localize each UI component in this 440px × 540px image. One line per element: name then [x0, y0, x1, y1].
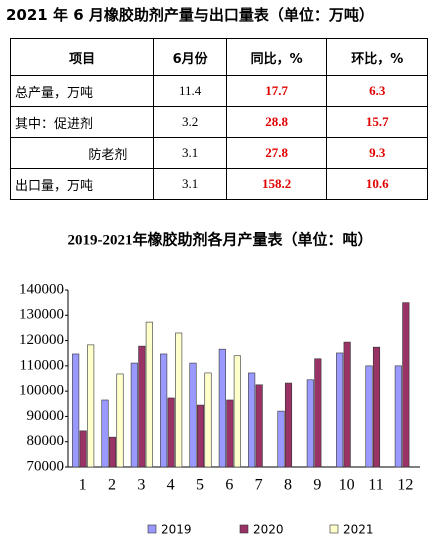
x-tick-label: 3 [137, 477, 145, 494]
bar [306, 379, 314, 468]
chart-title: 2019-2021年橡胶助剂各月产量表（单位：吨） [68, 230, 373, 248]
x-tick-label: 10 [339, 477, 355, 494]
legend-label: 2019 [161, 523, 192, 537]
bar [101, 399, 109, 468]
table-cell: 17.7 [225, 75, 328, 107]
table-cell: 9.3 [326, 137, 428, 169]
x-tick-label: 12 [397, 477, 413, 494]
table-row: 总产量，万吨 11.4 17.7 6.3 [9, 75, 428, 107]
table-cell: 158.2 [225, 168, 328, 200]
bar [343, 341, 351, 468]
table-row: 项目 6月份 同比，% 环比，% [9, 38, 428, 76]
column-header: 项目 [9, 38, 155, 76]
legend-swatch [147, 524, 157, 534]
row-label: 出口量，万吨 [9, 168, 155, 200]
bar [372, 346, 381, 468]
bar [277, 410, 285, 468]
bar [160, 353, 168, 468]
bar [226, 399, 234, 468]
y-tick-label: 90000 [27, 408, 65, 424]
column-header: 同比，% [225, 38, 328, 76]
x-tick-label: 6 [225, 477, 233, 494]
table-cell: 3.1 [153, 137, 227, 169]
table-cell: 15.7 [326, 106, 428, 138]
y-tick-label: 80000 [27, 433, 65, 449]
x-tick-label: 4 [167, 477, 175, 494]
bar [175, 332, 183, 468]
x-tick-label: 9 [313, 477, 321, 494]
bar [108, 436, 117, 468]
bar [204, 372, 212, 468]
bar [87, 344, 95, 468]
table-cell: 10.6 [326, 168, 428, 200]
bar [130, 362, 138, 468]
bar [365, 365, 373, 468]
bar [116, 373, 124, 468]
legend-swatch [239, 524, 249, 534]
bar [394, 365, 402, 468]
bar [284, 382, 293, 468]
column-header: 环比，% [326, 38, 428, 76]
x-tick-label: 11 [368, 477, 383, 494]
table-title: 2021 年 6 月橡胶助剂产量与出口量表（单位：万吨） [6, 6, 374, 24]
legend-label: 2020 [253, 523, 284, 537]
y-tick-label: 130000 [19, 307, 64, 323]
column-header: 6月份 [153, 38, 227, 76]
table-row: 出口量，万吨 3.1 158.2 10.6 [9, 168, 428, 200]
bar [218, 348, 226, 468]
bar [138, 345, 146, 468]
table-cell: 3.1 [153, 168, 227, 200]
legend-swatch [329, 524, 339, 534]
y-tick-label: 140000 [19, 281, 64, 297]
bar [255, 384, 263, 468]
y-tick-label: 120000 [19, 332, 64, 348]
bar [145, 321, 153, 468]
data-table: 项目 6月份 同比，% 环比，% 总产量，万吨 11.4 17.7 6.3 其中：促进剂 3.2 2… [9, 38, 428, 200]
table-cell: 3.2 [153, 106, 227, 138]
bar [314, 358, 322, 468]
bar [196, 404, 205, 468]
bar [72, 353, 80, 468]
x-tick-label: 8 [284, 477, 292, 494]
x-tick-label: 5 [196, 477, 204, 494]
bar [248, 372, 256, 468]
bar [189, 362, 197, 468]
bar [79, 430, 87, 468]
table-cell: 28.8 [225, 106, 328, 138]
y-tick-label: 100000 [19, 383, 64, 399]
legend-label: 2021 [343, 523, 374, 537]
x-tick-label: 7 [255, 477, 263, 494]
y-tick-label: 110000 [20, 357, 64, 373]
x-tick-label: 1 [79, 477, 87, 494]
table-cell: 6.3 [326, 75, 428, 107]
y-tick-label: 70000 [27, 458, 65, 474]
x-tick-label: 2 [108, 477, 116, 494]
bar [402, 302, 410, 468]
bar [167, 397, 175, 468]
bar [336, 352, 344, 468]
bar [233, 355, 241, 468]
